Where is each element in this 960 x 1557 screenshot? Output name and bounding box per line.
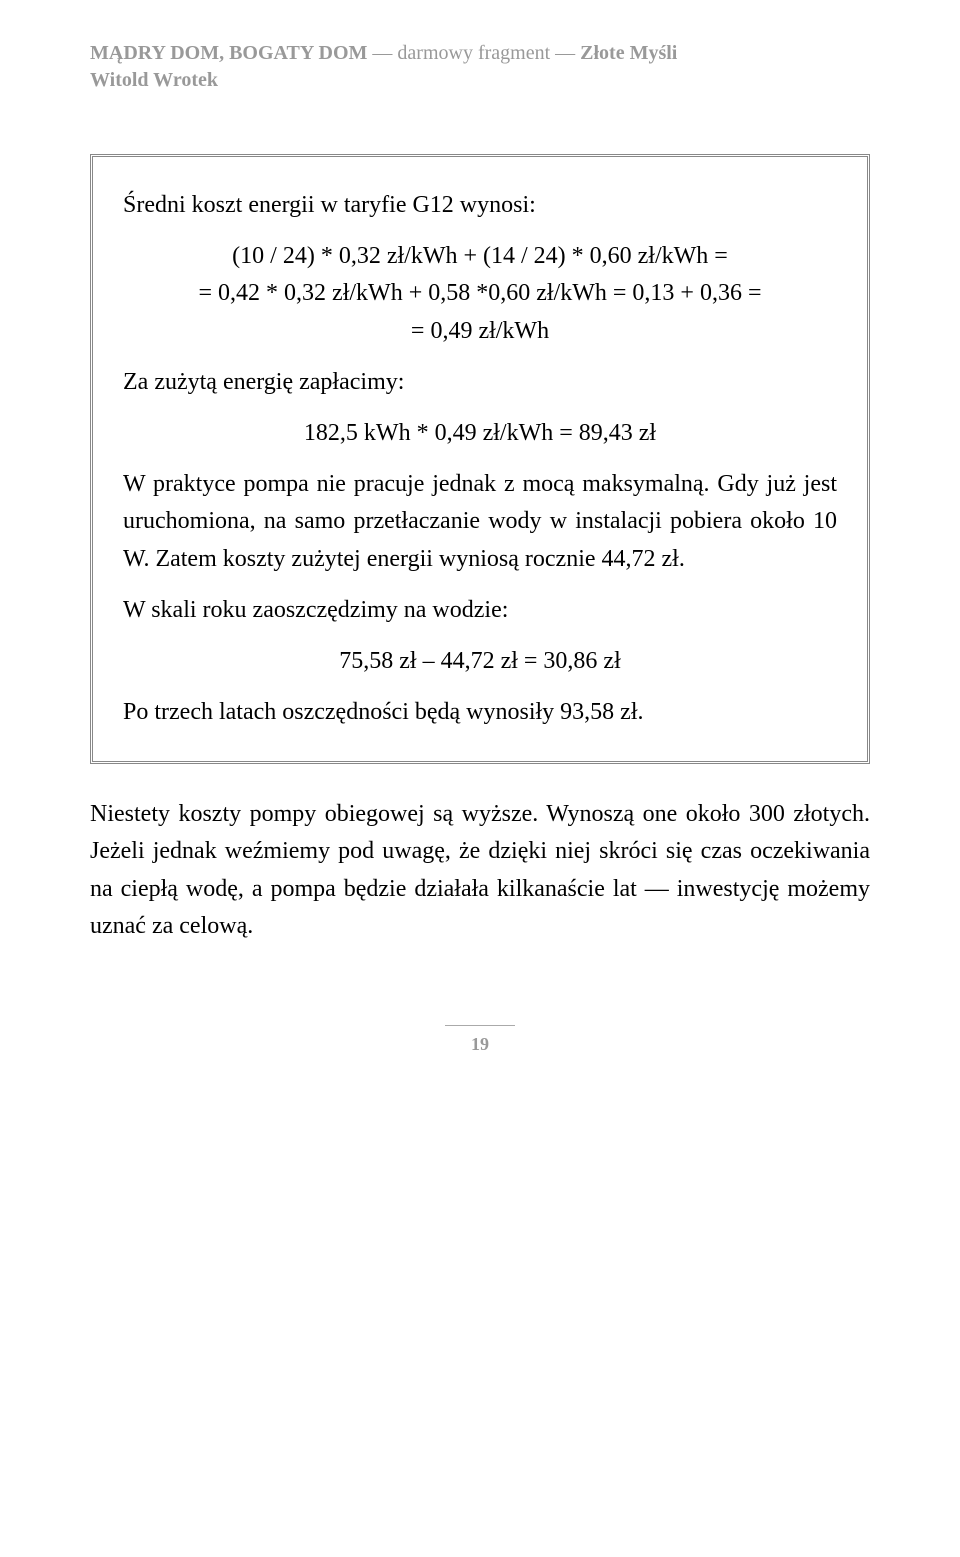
box-intro-3: W skali roku zaoszczędzimy na wodzie:: [123, 592, 837, 629]
page-footer: 19: [90, 1025, 870, 1055]
box-intro-1: Średni koszt energii w taryfie G12 wynos…: [123, 187, 837, 224]
box-intro-2: Za zużytą energię zapłacimy:: [123, 364, 837, 401]
body-paragraph: Niestety koszty pompy obiegowej są wyższ…: [90, 796, 870, 945]
box-para-1: W praktyce pompa nie pracuje jednak z mo…: [123, 466, 837, 578]
page-number: 19: [445, 1025, 515, 1055]
header-author: Witold Wrotek: [90, 69, 218, 91]
box-formula-3: = 0,49 zł/kWh: [123, 313, 837, 350]
header-series: Złote Myśli: [580, 42, 677, 64]
box-formula-2: = 0,42 * 0,32 zł/kWh + 0,58 *0,60 zł/kWh…: [123, 275, 837, 312]
box-formula-1: (10 / 24) * 0,32 zł/kWh + (14 / 24) * 0,…: [123, 238, 837, 275]
header-subtitle: darmowy fragment: [397, 42, 550, 64]
calculation-box: Średni koszt energii w taryfie G12 wynos…: [90, 154, 870, 764]
box-formula-5: 75,58 zł – 44,72 zł = 30,86 zł: [123, 643, 837, 680]
header-title: MĄDRY DOM, BOGATY DOM: [90, 42, 367, 64]
header-dash2: —: [550, 42, 580, 64]
box-conclusion: Po trzech latach oszczędności będą wynos…: [123, 694, 837, 731]
running-header: MĄDRY DOM, BOGATY DOM — darmowy fragment…: [90, 40, 870, 94]
header-dash: —: [367, 42, 397, 64]
box-formula-4: 182,5 kWh * 0,49 zł/kWh = 89,43 zł: [123, 415, 837, 452]
